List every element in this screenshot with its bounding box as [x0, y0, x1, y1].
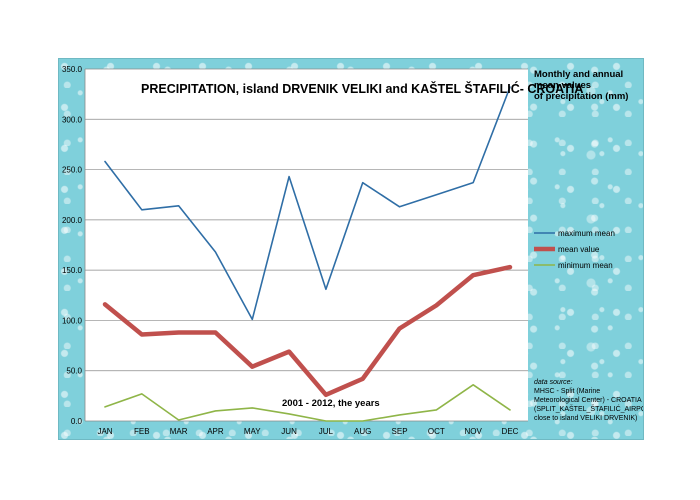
y-tick-label: 0.0 — [71, 417, 83, 426]
y-tick-label: 350.0 — [62, 65, 83, 74]
y-tick-label: 50.0 — [66, 367, 82, 376]
y-tick-label: 150.0 — [62, 266, 83, 275]
x-tick-label: JAN — [97, 427, 112, 436]
y-tick-label: 300.0 — [62, 115, 83, 124]
series-line-maximum-mean — [104, 86, 511, 321]
y-tick-label: 200.0 — [62, 216, 83, 225]
source-heading: data source: — [534, 379, 573, 386]
legend-label: minimum mean — [558, 261, 613, 270]
side-title-line: Monthly and annual — [534, 69, 623, 80]
x-tick-label: AUG — [354, 427, 371, 436]
source-line: Meteorological Center) - CROATIA — [534, 397, 642, 404]
chart-title: PRECIPITATION, island DRVENIK VELIKI and… — [141, 81, 583, 96]
x-tick-label: MAR — [170, 427, 188, 436]
x-tick-label: SEP — [392, 427, 408, 436]
side-title-line: of precipitation (mm) — [534, 91, 628, 102]
side-title-line: mean values — [534, 80, 591, 91]
x-tick-label: FEB — [134, 427, 150, 436]
source-line: close to island VELIKI DRVENIK) — [534, 415, 637, 422]
source-line: MHSC - Split (Marine — [534, 388, 600, 395]
x-tick-label: NOV — [465, 427, 483, 436]
year-range-annotation: 2001 - 2012, the years — [282, 398, 380, 409]
y-tick-label: 100.0 — [62, 316, 83, 325]
x-tick-label: APR — [207, 427, 224, 436]
x-tick-label: DEC — [502, 427, 519, 436]
x-tick-label: OCT — [428, 427, 445, 436]
series-line-mean-value — [102, 264, 513, 398]
x-tick-label: JUN — [281, 427, 297, 436]
legend-label: maximum mean — [558, 229, 615, 238]
legend-label: mean value — [558, 245, 600, 254]
source-line: (SPLIT_KAŠTEL_ŠTAFILIĆ_AIRPORT - — [534, 404, 643, 413]
series-line-minimum-mean — [104, 383, 511, 422]
y-tick-label: 250.0 — [62, 166, 83, 175]
x-tick-label: MAY — [244, 427, 261, 436]
plot-area — [85, 69, 528, 421]
chart-frame: 0.0 50.0 100.0 150.0 200.0 250.0 300.0 350.0 JA… — [58, 58, 644, 440]
x-tick-label: JUL — [319, 427, 334, 436]
precipitation-chart: 0.0 50.0 100.0 150.0 200.0 250.0 300.0 350.0 JA… — [62, 65, 643, 436]
